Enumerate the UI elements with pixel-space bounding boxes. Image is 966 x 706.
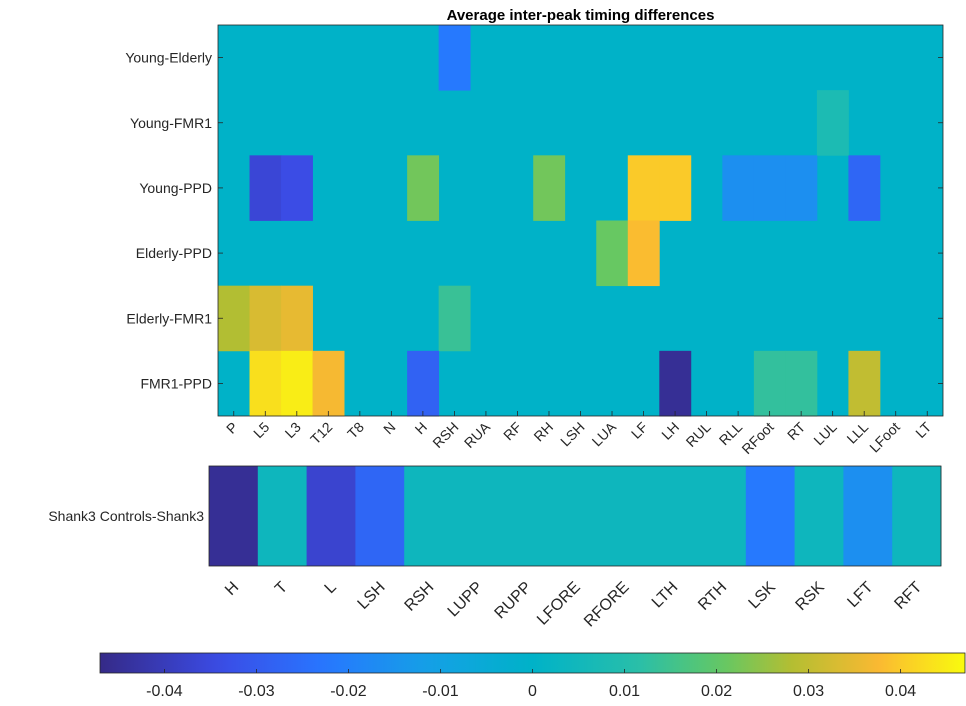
col-label-t12: T12 (307, 419, 336, 448)
colorbar-tick-label: 0.01 (609, 683, 640, 700)
cell-elderly-fmr1-l5 (249, 285, 282, 352)
cell-shank3-lsh (355, 466, 405, 566)
cell-fmr1-ppd-rt (785, 350, 818, 417)
cell-shank3-lft (843, 466, 893, 566)
cell-shank3-lsk (745, 466, 795, 566)
col-label-rfore: RFORE (581, 579, 633, 631)
col-label-l5: L5 (250, 419, 272, 441)
col-label-lt: LT (912, 419, 934, 441)
cell-shank3-l (306, 466, 356, 566)
heatmap-2-frame (208, 465, 942, 567)
col-label-lsh: LSH (557, 419, 588, 450)
col-label-rsk: RSK (793, 579, 829, 615)
col-label-t: T (272, 579, 291, 598)
col-label-rul: RUL (683, 419, 714, 450)
cell-shank3-lfore (550, 466, 600, 566)
cell-elderly-ppd-lua (596, 220, 629, 287)
colorbar-tick-label: 0 (528, 683, 537, 700)
col-label-n: N (380, 419, 398, 437)
cell-elderly-fmr1-rsh (438, 285, 471, 352)
cell-young-elderly-rsh (438, 25, 471, 91)
row-label-young-elderly: Young-Elderly (125, 50, 212, 66)
col-label-rth: RTH (695, 579, 730, 614)
cell-shank3-rupp (501, 466, 551, 566)
cell-shank3-rft (892, 466, 942, 566)
col-label-rsh: RSH (402, 579, 438, 615)
row-label-elderly-ppd: Elderly-PPD (136, 245, 212, 261)
cell-fmr1-ppd-l3 (281, 350, 313, 417)
row-label-young-fmr1: Young-FMR1 (130, 115, 212, 131)
cell-young-ppd-lh (659, 155, 692, 221)
col-label-rft: RFT (891, 579, 925, 613)
col-label-p: P (223, 419, 241, 437)
cell-fmr1-ppd-l5 (249, 350, 282, 417)
col-label-h: H (412, 419, 430, 437)
colorbar-tick-label: 0.03 (793, 683, 824, 700)
col-label-rsh: RSH (429, 419, 461, 451)
cell-young-ppd-h (407, 155, 440, 221)
col-label-rfoot: RFoot (738, 419, 776, 457)
col-label-rt: RT (784, 418, 809, 443)
col-label-lth: LTH (649, 579, 682, 612)
col-label-lf: LF (628, 419, 651, 442)
cell-young-ppd-l5 (249, 155, 282, 221)
cell-young-ppd-rfoot (753, 155, 786, 221)
row-label-young-ppd: Young-PPD (139, 180, 212, 196)
cell-shank3-lth (648, 466, 698, 566)
cell-shank3-rsk (794, 466, 844, 566)
cell-young-ppd-rh (533, 155, 566, 221)
cell-shank3-t (257, 466, 307, 566)
colorbar-tick-label: -0.04 (146, 683, 183, 700)
cell-young-ppd-rll (722, 155, 755, 221)
col-label-rf: RF (500, 419, 525, 444)
colorbar-tick-label: -0.01 (422, 683, 459, 700)
colorbar-tick-label: -0.03 (238, 683, 275, 700)
col-label-lupp: LUPP (445, 579, 487, 621)
colorbar-tick-label: 0.04 (885, 683, 916, 700)
col-label-lfore: LFORE (534, 579, 584, 629)
cell-elderly-fmr1-p (218, 285, 250, 352)
cell-shank3-rsh (404, 466, 454, 566)
cell-young-ppd-rt (785, 155, 818, 221)
col-label-lh: LH (658, 419, 682, 443)
col-label-rua: RUA (461, 418, 494, 451)
cell-shank3-h (209, 466, 259, 566)
cell-fmr1-ppd-h (407, 350, 440, 417)
col-label-h: H (222, 579, 242, 599)
col-label-lsk: LSK (746, 579, 780, 613)
cell-young-ppd-lf (627, 155, 660, 221)
cell-fmr1-ppd-lh (659, 350, 692, 417)
cell-fmr1-ppd-rfoot (753, 350, 786, 417)
row-label-shank3: Shank3 Controls-Shank3 (48, 508, 204, 524)
col-label-l3: L3 (282, 419, 304, 441)
chart-title: Average inter-peak timing differences (447, 7, 715, 24)
col-label-lfoot: LFoot (866, 419, 903, 456)
cell-fmr1-ppd-lll (848, 350, 881, 417)
colorbar-tick-label: -0.02 (330, 683, 367, 700)
cell-young-ppd-l3 (281, 155, 313, 221)
col-label-lua: LUA (589, 418, 620, 449)
colorbar-tick-label: 0.02 (701, 683, 732, 700)
col-label-rh: RH (530, 419, 556, 445)
cell-shank3-rth (697, 466, 747, 566)
col-label-lul: LUL (810, 419, 840, 449)
col-label-l: L (322, 579, 340, 597)
cell-young-fmr1-lul (816, 90, 849, 156)
cell-fmr1-ppd-t12 (312, 350, 345, 417)
row-label-fmr1-ppd: FMR1-PPD (140, 375, 212, 391)
row-label-elderly-fmr1: Elderly-FMR1 (126, 310, 212, 326)
cell-shank3-rfore (599, 466, 649, 566)
col-label-lft: LFT (844, 579, 876, 611)
cell-young-ppd-lll (848, 155, 881, 221)
col-label-rupp: RUPP (492, 579, 535, 622)
cell-shank3-lupp (453, 466, 503, 566)
cell-elderly-ppd-lf (627, 220, 660, 287)
cell-elderly-fmr1-l3 (281, 285, 313, 352)
col-label-lsh: LSH (355, 579, 389, 613)
col-label-t8: T8 (344, 419, 367, 442)
